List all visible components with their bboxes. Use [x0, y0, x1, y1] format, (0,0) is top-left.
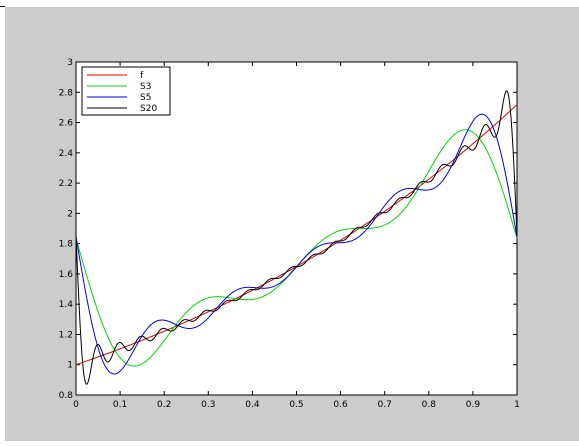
plot-area — [75, 61, 518, 396]
x-tick-label: 0.4 — [245, 400, 260, 410]
y-tick-label: 3 — [67, 58, 73, 68]
line-chart: 0 0.1 0.2 0.3 0.4 0.5 0.6 0.7 0.8 0.9 1 0.8 1 1.2 1.4 1… — [59, 58, 520, 410]
y-tick-label: 1.4 — [59, 300, 74, 310]
x-tick-label: 0.1 — [113, 400, 127, 410]
x-tick-label: 0.2 — [157, 400, 171, 410]
y-tick-label: 2.6 — [59, 119, 74, 129]
y-tick-label: 2.8 — [59, 88, 74, 98]
series-line-s20 — [75, 90, 518, 385]
y-tick-label: 2.2 — [59, 179, 73, 189]
x-tick-label: 0 — [73, 400, 79, 410]
y-tick-label: 2 — [67, 209, 73, 219]
y-tick-label: 0.8 — [59, 391, 74, 401]
y-tick-label: 1.8 — [59, 240, 74, 250]
y-tick-label: 1.6 — [59, 270, 74, 280]
figure-background: 0 0.1 0.2 0.3 0.4 0.5 0.6 0.7 0.8 0.9 1 0.8 1 1.2 1.4 1… — [5, 7, 579, 441]
y-tick-label: 1.2 — [59, 330, 73, 340]
x-tick-label: 0.3 — [201, 400, 215, 410]
x-tick-label: 0.6 — [333, 400, 348, 410]
x-tick-label: 0.9 — [466, 400, 481, 410]
legend-label: S3 — [140, 82, 151, 92]
y-tick-label: 2.4 — [59, 149, 74, 159]
x-tick-label: 0.8 — [422, 400, 437, 410]
y-tick-label: 1 — [67, 361, 73, 371]
legend-label: f — [140, 71, 144, 81]
legend-label: S20 — [140, 104, 157, 114]
x-tick-label: 1 — [514, 400, 520, 410]
series-lines — [75, 90, 518, 385]
axis-ticks: 0 0.1 0.2 0.3 0.4 0.5 0.6 0.7 0.8 0.9 1 0.8 1 1.2 1.4 1… — [59, 58, 520, 410]
legend-label: S5 — [140, 93, 151, 103]
x-tick-label: 0.5 — [289, 400, 303, 410]
x-tick-label: 0.7 — [378, 400, 392, 410]
figure-corner-mark — [0, 6, 5, 7]
